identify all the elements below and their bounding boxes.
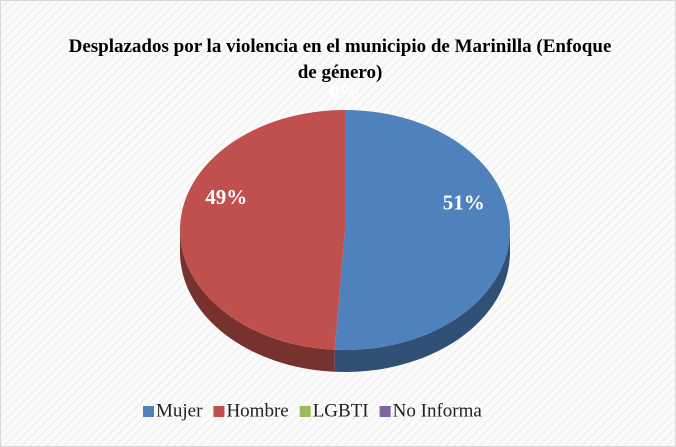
legend-label: No Informa (393, 400, 483, 421)
legend-label: LGBTI (313, 400, 369, 421)
data-label: 51% (443, 191, 485, 215)
chart-title: Desplazados por la violencia en el munic… (69, 36, 612, 83)
slice-side (180, 230, 335, 372)
data-label: 49% (205, 185, 247, 209)
data-label: 0% (329, 80, 361, 104)
slice-side (334, 230, 510, 372)
legend-swatch (143, 406, 154, 417)
legend-swatch (299, 406, 311, 417)
legend-swatch (379, 406, 391, 417)
legend-label: Mujer (156, 400, 203, 421)
slice (334, 110, 510, 350)
legend-label: Hombre (226, 400, 288, 421)
legend-swatch (213, 406, 225, 417)
slice (179, 110, 345, 350)
